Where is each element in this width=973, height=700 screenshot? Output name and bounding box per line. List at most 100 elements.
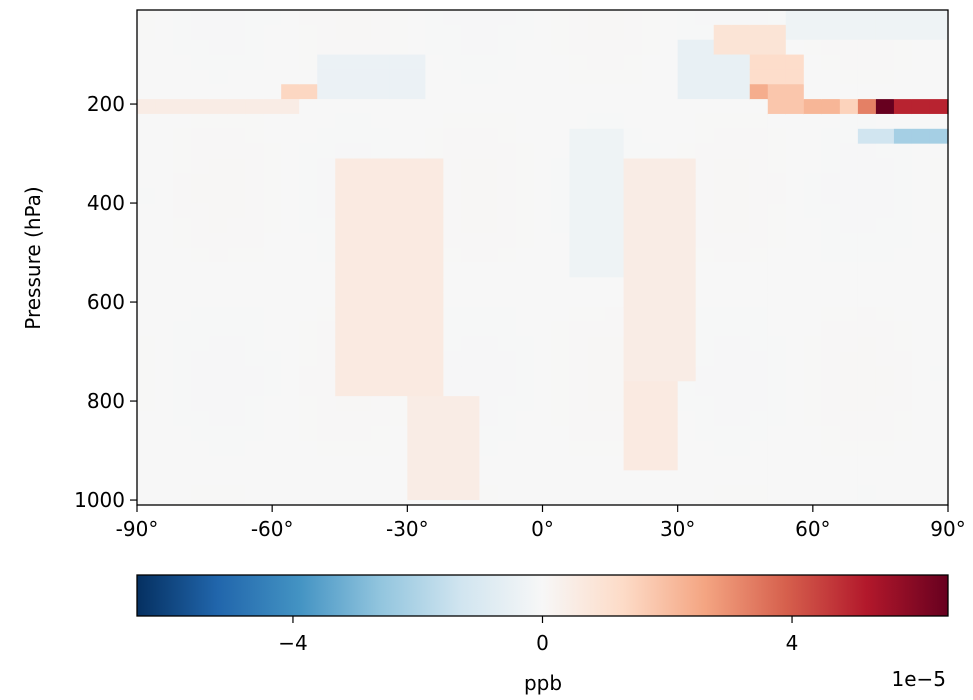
heatmap-cell — [245, 500, 264, 506]
heatmap-cell — [911, 321, 931, 338]
heatmap-cell — [551, 425, 571, 442]
heatmap-cell — [191, 188, 210, 204]
heatmap-cell — [227, 173, 246, 189]
heatmap-cell — [317, 143, 336, 160]
heatmap-cell — [749, 321, 769, 338]
heatmap-cell — [407, 321, 426, 338]
colorbar-tick-label: −4 — [278, 631, 307, 655]
heatmap-cell — [659, 410, 679, 427]
heatmap-cell — [443, 470, 462, 486]
heatmap-cell — [497, 54, 517, 70]
heatmap-cell — [227, 232, 246, 249]
heatmap-cell — [731, 425, 751, 442]
heatmap-cell — [569, 232, 589, 249]
heatmap-cell — [263, 455, 282, 471]
heatmap-cell — [137, 425, 156, 442]
heatmap-cell — [245, 440, 264, 457]
heatmap-cell — [353, 410, 372, 427]
heatmap-cell — [839, 247, 859, 264]
heatmap-cell — [749, 113, 769, 130]
heatmap-cell — [767, 455, 787, 471]
heatmap-cell — [533, 336, 553, 353]
heatmap-cell — [659, 470, 679, 486]
heatmap-cell — [389, 381, 408, 397]
heatmap-cell — [533, 113, 553, 130]
heatmap-cell — [857, 440, 877, 457]
heatmap-cell — [281, 128, 300, 145]
heatmap-cell — [893, 500, 913, 506]
heatmap-cell — [389, 500, 408, 506]
heatmap-cell — [245, 351, 264, 367]
heatmap-cell — [551, 500, 571, 506]
heatmap-cell — [749, 69, 769, 85]
heatmap-cell — [767, 84, 787, 100]
heatmap-cell — [317, 336, 336, 353]
heatmap-cell — [875, 410, 895, 427]
heatmap-cell — [173, 143, 192, 160]
heatmap-cell — [929, 203, 949, 219]
heatmap-cell — [389, 321, 408, 338]
heatmap-cell — [335, 39, 354, 56]
heatmap-cell — [731, 292, 751, 308]
heatmap-cell — [803, 39, 823, 56]
heatmap-cell — [911, 217, 931, 234]
heatmap-cell — [263, 143, 282, 160]
heatmap-cell — [749, 84, 769, 100]
heatmap-cell — [695, 351, 715, 367]
heatmap-cell — [479, 10, 499, 26]
heatmap-cell — [263, 39, 282, 56]
heatmap-cell — [443, 84, 462, 100]
heatmap-cell — [785, 307, 805, 323]
heatmap-cell — [731, 485, 751, 501]
heatmap-cell — [605, 188, 625, 204]
heatmap-cell — [299, 277, 318, 293]
heatmap-cell — [659, 99, 679, 115]
heatmap-cell — [641, 410, 661, 427]
heatmap-cell — [137, 321, 156, 338]
heatmap-cell — [497, 128, 517, 145]
heatmap-cell — [551, 188, 571, 204]
heatmap-cell — [263, 425, 282, 442]
heatmap-cell — [137, 232, 156, 249]
heatmap-cell — [155, 321, 174, 338]
heatmap-cell — [263, 277, 282, 293]
heatmap-cell — [731, 277, 751, 293]
heatmap-cell — [641, 262, 661, 278]
heatmap-cell — [731, 336, 751, 353]
heatmap-cell — [605, 173, 625, 189]
heatmap-cell — [227, 99, 246, 115]
heatmap-cell — [299, 113, 318, 130]
heatmap-cell — [893, 39, 913, 56]
heatmap-cell — [695, 425, 715, 442]
heatmap-cell — [407, 24, 426, 41]
heatmap-cell — [785, 173, 805, 189]
heatmap-cell — [281, 10, 300, 26]
heatmap-cell — [389, 39, 408, 56]
heatmap-cell — [623, 54, 643, 70]
heatmap-cell — [335, 321, 354, 338]
heatmap-cell — [929, 262, 949, 278]
heatmap-cell — [641, 440, 661, 457]
heatmap-cell — [893, 143, 913, 160]
heatmap-cell — [155, 381, 174, 397]
heatmap-cell — [713, 410, 733, 427]
heatmap-cell — [839, 292, 859, 308]
heatmap-cell — [803, 381, 823, 397]
heatmap-cell — [227, 39, 246, 56]
heatmap-cell — [911, 10, 931, 26]
heatmap-cell — [551, 366, 571, 382]
heatmap-cell — [407, 54, 426, 70]
heatmap-cell — [623, 262, 643, 278]
heatmap-cell — [551, 158, 571, 174]
heatmap-cell — [749, 485, 769, 501]
heatmap-cell — [749, 173, 769, 189]
heatmap-cell — [839, 143, 859, 160]
heatmap-cell — [317, 262, 336, 278]
heatmap-cell — [857, 262, 877, 278]
heatmap-cell — [803, 10, 823, 26]
heatmap-cell — [443, 158, 462, 174]
heatmap-cell — [893, 247, 913, 264]
heatmap-cell — [335, 485, 354, 501]
heatmap-cell — [587, 440, 607, 457]
heatmap-cell — [695, 84, 715, 100]
